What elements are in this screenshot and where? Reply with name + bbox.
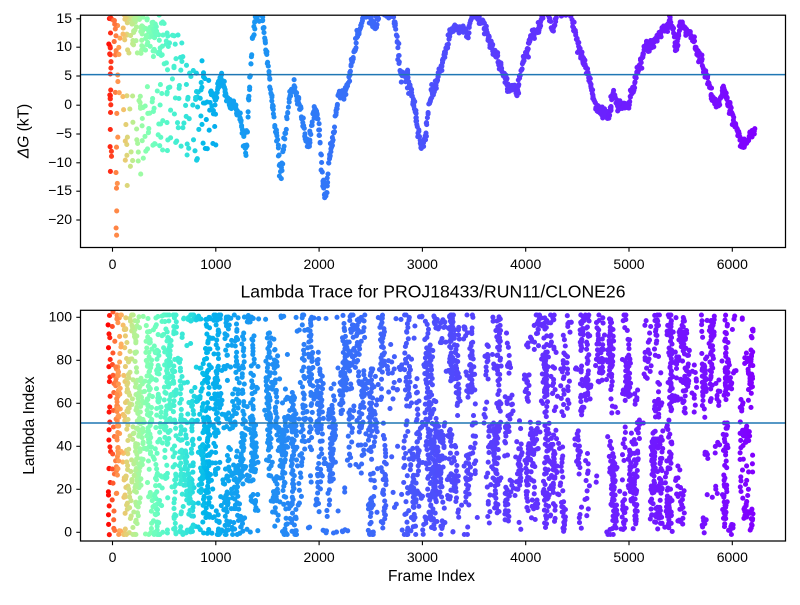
- svg-text:1000: 1000: [200, 256, 231, 272]
- svg-text:−15: −15: [48, 182, 72, 198]
- svg-text:6000: 6000: [717, 256, 748, 272]
- svg-text:60: 60: [56, 394, 72, 410]
- svg-text:4000: 4000: [510, 256, 541, 272]
- svg-text:ΔG (kT): ΔG (kT): [16, 104, 33, 159]
- svg-text:0: 0: [109, 256, 117, 272]
- svg-text:Frame Index: Frame Index: [388, 568, 475, 585]
- svg-text:5000: 5000: [613, 256, 644, 272]
- svg-text:−10: −10: [48, 154, 72, 170]
- svg-text:40: 40: [56, 437, 72, 453]
- svg-text:20: 20: [56, 480, 72, 496]
- svg-text:10: 10: [56, 38, 72, 54]
- svg-text:4000: 4000: [510, 549, 541, 565]
- svg-text:2000: 2000: [304, 256, 335, 272]
- svg-text:80: 80: [56, 351, 72, 367]
- svg-text:15: 15: [56, 10, 72, 26]
- svg-text:Lambda Index: Lambda Index: [21, 376, 38, 474]
- svg-text:Lambda Trace for PROJ18433/RUN: Lambda Trace for PROJ18433/RUN11/CLONE26: [241, 282, 626, 302]
- svg-text:1000: 1000: [200, 549, 231, 565]
- svg-text:2000: 2000: [304, 549, 335, 565]
- svg-text:0: 0: [64, 523, 72, 539]
- svg-text:5000: 5000: [613, 549, 644, 565]
- svg-text:3000: 3000: [407, 256, 438, 272]
- svg-text:100: 100: [49, 308, 73, 324]
- svg-text:0: 0: [64, 96, 72, 112]
- svg-text:−5: −5: [56, 125, 72, 141]
- svg-text:0: 0: [109, 549, 117, 565]
- svg-text:5: 5: [64, 67, 72, 83]
- svg-text:6000: 6000: [717, 549, 748, 565]
- svg-text:3000: 3000: [407, 549, 438, 565]
- svg-text:−20: −20: [48, 211, 72, 227]
